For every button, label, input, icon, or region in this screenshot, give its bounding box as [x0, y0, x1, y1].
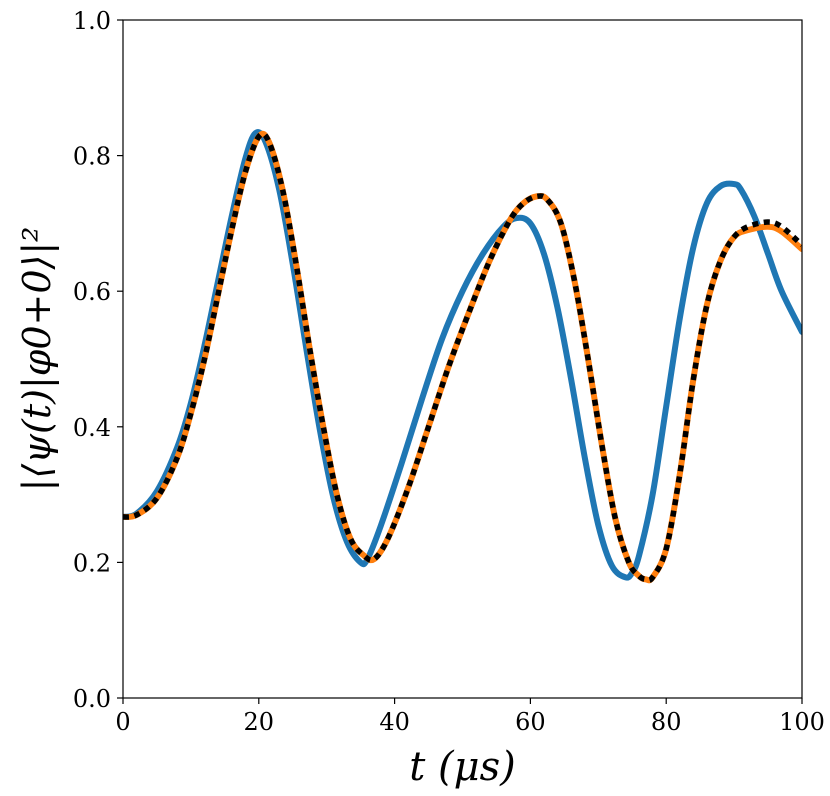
y-axis-label: |⟨ψ(t)|φ0+0⟩|²	[15, 227, 59, 492]
y-tick-label: 0.2	[73, 549, 111, 577]
y-tick-label: 0.4	[73, 414, 111, 442]
y-tick-label: 0.0	[73, 685, 111, 713]
x-tick-label: 80	[651, 708, 682, 736]
y-tick-label: 0.6	[73, 278, 111, 306]
series-line-black-dotted	[123, 131, 802, 584]
x-axis-label: t (μs)	[409, 744, 516, 790]
x-tick-label: 100	[779, 708, 825, 736]
plot-frame	[122, 19, 803, 699]
series-layer	[123, 129, 802, 584]
x-tick-label: 40	[379, 708, 410, 736]
y-tick-label: 0.8	[73, 143, 111, 171]
x-tick-label: 0	[115, 708, 130, 736]
x-tick-label: 20	[244, 708, 275, 736]
x-tick-label: 60	[515, 708, 546, 736]
y-tick-label: 1.0	[73, 7, 111, 35]
series-line-blue	[123, 129, 802, 581]
ticks-layer: 0 20 40 60 80 100 0.0 0.2 0.4 0.6 0.8 1.0	[73, 7, 825, 736]
